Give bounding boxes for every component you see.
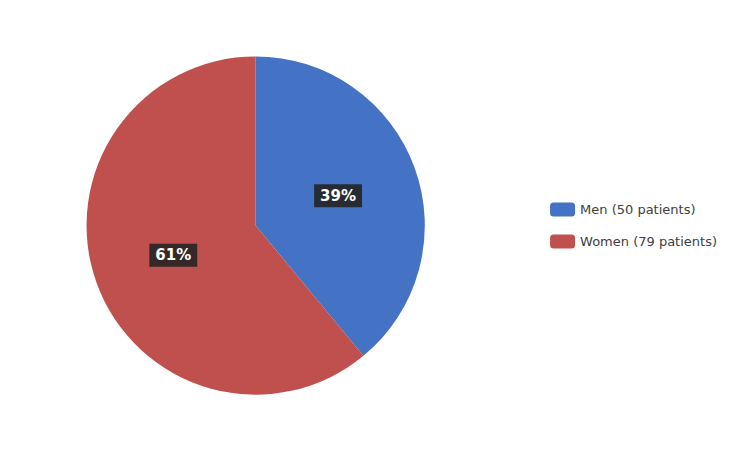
svg-text:61%: 61% [155,246,191,264]
svg-text:Women (79 patients): Women (79 patients) [580,234,717,249]
svg-text:Men (50 patients): Men (50 patients) [580,202,695,217]
svg-text:39%: 39% [320,187,356,205]
